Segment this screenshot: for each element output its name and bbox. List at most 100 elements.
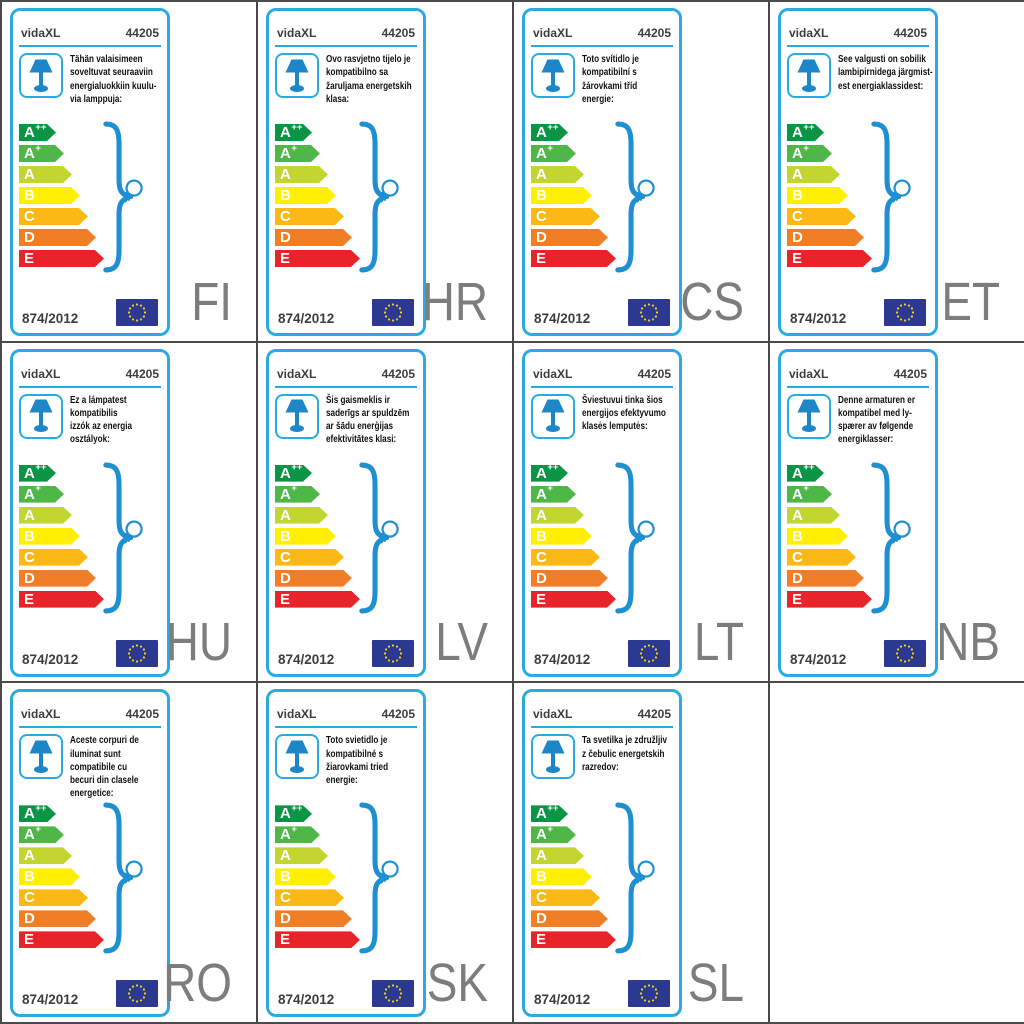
- label-cell: vidaXL 44205 Denne armaturen er kompatib…: [770, 342, 1024, 684]
- label-cell: vidaXL 44205 Ta svetilka je združljiv z …: [514, 683, 770, 1024]
- lamp-icon-box: [19, 734, 63, 780]
- eu-flag-icon: [372, 980, 414, 1008]
- label-header: vidaXL 44205: [275, 367, 417, 388]
- label-footer: 874/2012: [534, 299, 670, 326]
- energy-class-scale: A++ A+ A B C D E: [275, 124, 360, 271]
- eu-flag-icon: [116, 639, 158, 667]
- energy-label-card: vidaXL 44205 See valgusti on sobilik lam…: [778, 8, 938, 336]
- energy-label-card: vidaXL 44205 Tähän valaisimeen soveltuva…: [10, 8, 170, 336]
- lamp-icon: [541, 399, 565, 433]
- energy-class-arrow-a++: A++: [531, 465, 568, 482]
- brand-text: vidaXL: [533, 26, 573, 40]
- energy-class-scale: A++ A+ A B C D E: [787, 124, 872, 271]
- energy-class-arrow-a: A: [19, 507, 72, 524]
- energy-class-arrow-e: E: [19, 250, 104, 267]
- lamp-icon-box: [531, 393, 575, 439]
- energy-class-arrow-d: D: [531, 570, 608, 587]
- energy-class-arrow-e: E: [787, 250, 872, 267]
- label-body: See valgusti on sobilik lambipirnidega j…: [787, 53, 933, 98]
- lamp-icon-box: [19, 53, 63, 98]
- energy-class-arrow-a+: A+: [19, 145, 64, 162]
- energy-class-arrow-d: D: [531, 229, 608, 246]
- energy-label-card: vidaXL 44205 Toto svítidlo je kompatibil…: [522, 8, 682, 336]
- energy-class-scale: A++ A+ A B C D E: [275, 805, 360, 952]
- energy-class-arrow-a+: A+: [19, 486, 64, 503]
- light-bulb-icon: [890, 520, 911, 543]
- eu-flag-icon: [372, 639, 414, 667]
- energy-class-arrow-e: E: [531, 591, 616, 608]
- label-body: Denne armaturen er kompatibel med ly- sp…: [787, 393, 929, 447]
- energy-class-arrow-d: D: [19, 570, 96, 587]
- energy-class-arrow-b: B: [531, 187, 592, 204]
- energy-class-arrow-d: D: [531, 910, 608, 927]
- energy-class-arrow-c: C: [275, 549, 344, 566]
- label-body: Ovo rasvjetno tijelo je kompatibilno sa …: [275, 53, 417, 106]
- label-body: Šis gaismeklis ir saderīgs ar spuldzēm a…: [275, 393, 417, 447]
- energy-class-arrow-a++: A++: [787, 124, 824, 141]
- energy-class-arrow-b: B: [531, 868, 592, 885]
- label-body: Ez a lámpatest kompatibilis izzók az ene…: [19, 393, 161, 447]
- language-code: HR: [421, 271, 488, 332]
- energy-class-arrow-a: A: [19, 847, 72, 864]
- label-cell: vidaXL 44205 Tähän valaisimeen soveltuva…: [2, 2, 258, 343]
- energy-class-arrow-b: B: [275, 528, 336, 545]
- label-cell: vidaXL 44205 Ovo rasvjetno tijelo je kom…: [258, 2, 514, 343]
- regulation-number: 874/2012: [22, 992, 79, 1008]
- energy-class-arrow-d: D: [19, 910, 96, 927]
- compatibility-text: Šviestuvui tinka šios energijos efektyvu…: [582, 394, 666, 433]
- energy-class-arrow-c: C: [275, 889, 344, 906]
- language-code: LV: [435, 612, 488, 673]
- energy-label-card: vidaXL 44205 Aceste corpuri de iluminat …: [10, 689, 170, 1018]
- brand-text: vidaXL: [277, 26, 317, 40]
- model-number: 44205: [125, 366, 159, 381]
- light-bulb-icon: [890, 179, 911, 203]
- label-header: vidaXL 44205: [275, 707, 417, 729]
- label-cell: vidaXL 44205 Aceste corpuri de iluminat …: [2, 683, 258, 1024]
- energy-class-arrow-d: D: [19, 229, 96, 246]
- language-code: ET: [941, 271, 1000, 332]
- label-header: vidaXL 44205: [531, 26, 673, 47]
- energy-class-scale: A++ A+ A B C D E: [531, 124, 616, 271]
- energy-class-arrow-a: A: [275, 166, 328, 183]
- eu-flag-icon: [628, 980, 670, 1008]
- energy-class-arrow-a: A: [787, 166, 840, 183]
- energy-class-arrow-c: C: [787, 208, 856, 225]
- language-code: SL: [687, 952, 744, 1013]
- lamp-icon-box: [531, 734, 575, 780]
- lamp-icon-box: [275, 734, 319, 780]
- lamp-icon: [797, 59, 821, 92]
- energy-class-arrow-d: D: [275, 570, 352, 587]
- compatibility-text: Aceste corpuri de iluminat sunt compatib…: [70, 735, 139, 800]
- energy-class-arrow-a+: A+: [19, 826, 64, 843]
- lamp-icon: [285, 740, 309, 773]
- label-footer: 874/2012: [790, 299, 926, 326]
- model-number: 44205: [637, 707, 671, 722]
- label-footer: 874/2012: [790, 639, 926, 667]
- label-cell: vidaXL 44205 Šis gaismeklis ir saderīgs …: [258, 342, 514, 684]
- label-body: Ta svetilka je združljiv z čebulic energ…: [531, 734, 673, 780]
- energy-class-arrow-a+: A+: [275, 826, 320, 843]
- compatibility-text: Toto svietidlo je kompatibilné s žiarovk…: [326, 735, 389, 787]
- regulation-number: 874/2012: [278, 992, 335, 1008]
- regulation-number: 874/2012: [278, 311, 335, 326]
- energy-class-scale: A++ A+ A B C D E: [19, 124, 104, 271]
- energy-class-arrow-a++: A++: [531, 124, 568, 141]
- regulation-number: 874/2012: [534, 651, 591, 667]
- compatibility-text: Denne armaturen er kompatibel med ly- sp…: [838, 394, 915, 446]
- compatibility-text: Ez a lámpatest kompatibilis izzók az ene…: [70, 394, 133, 446]
- energy-class-arrow-a++: A++: [19, 805, 56, 822]
- brand-text: vidaXL: [533, 366, 573, 381]
- energy-class-arrow-a: A: [787, 507, 840, 524]
- label-cell: vidaXL 44205 Šviestuvui tinka šios energ…: [514, 342, 770, 684]
- model-number: 44205: [637, 26, 671, 40]
- brand-text: vidaXL: [789, 26, 829, 40]
- regulation-number: 874/2012: [790, 311, 847, 326]
- model-number: 44205: [381, 366, 415, 381]
- label-footer: 874/2012: [22, 299, 158, 326]
- empty-cell: [770, 683, 1024, 1024]
- energy-class-arrow-d: D: [275, 229, 352, 246]
- label-footer: 874/2012: [278, 980, 414, 1008]
- eu-flag-icon: [628, 639, 670, 667]
- label-body: Aceste corpuri de iluminat sunt compatib…: [19, 734, 161, 800]
- energy-class-arrow-a++: A++: [275, 805, 312, 822]
